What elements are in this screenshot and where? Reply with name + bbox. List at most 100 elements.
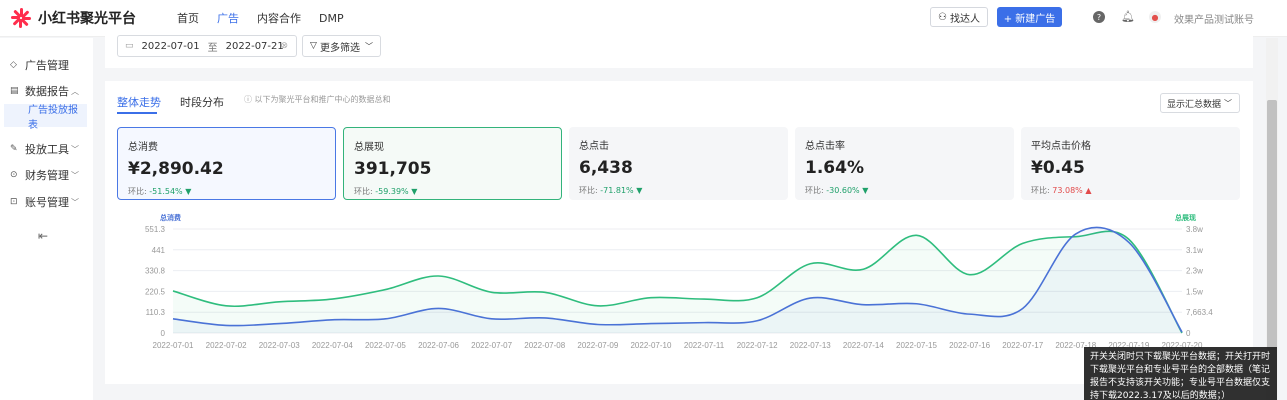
x-tick-label: 2022-07-17	[1002, 341, 1043, 350]
chevron-up-icon: ︿	[71, 86, 79, 96]
find-talent-label: 找达人	[949, 13, 980, 25]
sidebar-item-data-report[interactable]: ▤ 数据报告 ︿	[10, 83, 85, 99]
chevron-down-icon: ﹀	[71, 197, 79, 207]
more-filters-label: 更多筛选	[319, 42, 360, 54]
metric-card-impressions[interactable]: 总展现 391,705 环比: -59.39% ▼	[343, 127, 562, 200]
logo-mark-icon	[10, 7, 32, 29]
account-icon: ⊡	[10, 197, 18, 207]
bell-icon[interactable]: 🔔︎	[1121, 10, 1135, 23]
sidebar-item-label: 广告管理	[25, 59, 69, 72]
left-axis-title: 总消费	[160, 213, 181, 222]
tool-icon: ✎	[10, 144, 18, 154]
sidebar-item-finance[interactable]: ⊙ 财务管理 ﹀	[10, 167, 85, 183]
finance-icon: ⊙	[10, 170, 18, 180]
y-left-tick-label: 441	[152, 246, 166, 255]
x-tick-label: 2022-07-03	[259, 341, 300, 350]
date-separator: 至	[207, 42, 218, 54]
x-tick-label: 2022-07-07	[471, 341, 512, 350]
metric-value: 1.64%	[805, 158, 864, 178]
down-arrow-icon: ▼	[411, 187, 418, 196]
metric-label: 总展现	[354, 142, 384, 153]
metric-label: 总消费	[128, 142, 158, 153]
chevron-down-icon: ﹀	[364, 41, 373, 51]
sidebar-item-label: 账号管理	[25, 196, 69, 209]
collapse-sidebar-icon[interactable]: ⇤	[38, 229, 49, 243]
nav-ads[interactable]: 广告	[217, 12, 239, 25]
info-hint-text: 以下为聚光平台和推广中心的数据总和	[254, 95, 391, 104]
x-tick-label: 2022-07-08	[524, 341, 565, 350]
find-talent-button[interactable]: ⚇ 找达人	[930, 7, 988, 27]
scrollbar-thumb[interactable]	[1267, 100, 1277, 350]
tab-active-indicator	[117, 112, 157, 114]
metric-card-spend[interactable]: 总消费 ¥2,890.42 环比: -51.54% ▼	[117, 127, 336, 200]
metric-compare: 环比: -30.60% ▼	[805, 186, 869, 195]
sidebar-item-label: 财务管理	[25, 169, 69, 182]
up-arrow-icon: ▲	[1085, 186, 1092, 195]
date-end: 2022-07-21	[225, 40, 284, 52]
sidebar-item-ad-manage[interactable]: ◇ 广告管理	[10, 57, 85, 73]
metric-value: ¥0.45	[1031, 158, 1085, 178]
tab-overall[interactable]: 整体走势	[117, 96, 161, 109]
y-left-tick-label: 551.3	[145, 225, 166, 234]
y-right-tick-label: 1.5w	[1186, 287, 1203, 296]
series-line-spend	[172, 226, 1183, 333]
date-range-picker[interactable]: ▭ 2022-07-01 至 2022-07-21 ⊗	[117, 35, 297, 57]
report-panel: 整体走势 时段分布 ⓘ 以下为聚光平台和推广中心的数据总和 显示汇总数据 ﹀ 总…	[105, 81, 1253, 384]
nav-home[interactable]: 首页	[177, 12, 199, 25]
new-ad-button[interactable]: + 新建广告	[997, 7, 1062, 27]
main-nav: 首页 广告 内容合作 DMP	[177, 10, 362, 26]
more-filters-button[interactable]: ▽ 更多筛选 ﹀	[302, 35, 381, 57]
metric-value: ¥2,890.42	[128, 159, 224, 179]
info-icon: ⓘ	[244, 95, 255, 104]
clear-icon[interactable]: ⊗	[280, 41, 288, 51]
app-title: 小红书聚光平台	[38, 11, 136, 27]
metric-compare: 环比: 73.08% ▲	[1031, 186, 1092, 195]
date-start: 2022-07-01	[141, 40, 200, 52]
x-tick-label: 2022-07-19	[1108, 341, 1149, 350]
chevron-down-icon: ﹀	[71, 144, 79, 154]
metric-compare: 环比: -71.81% ▼	[579, 186, 643, 195]
y-left-tick-label: 0	[161, 329, 166, 338]
metric-card-cpc[interactable]: 平均点击价格 ¥0.45 环比: 73.08% ▲	[1021, 127, 1240, 200]
sidebar: ◇ 广告管理 ▤ 数据报告 ︿ 广告投放报表 ✎ 投放工具 ﹀ ⊙ 财务管理 ﹀…	[0, 38, 93, 400]
y-right-tick-label: 3.8w	[1186, 225, 1203, 234]
metric-card-clicks[interactable]: 总点击 6,438 环比: -71.81% ▼	[569, 127, 788, 200]
account-name[interactable]: 效果产品测试账号	[1174, 15, 1254, 26]
tab-period[interactable]: 时段分布	[180, 96, 224, 109]
help-icon[interactable]: ?	[1093, 11, 1105, 23]
x-tick-label: 2022-07-01	[153, 341, 194, 350]
x-tick-label: 2022-07-10	[630, 341, 671, 350]
summary-select[interactable]: 显示汇总数据 ﹀	[1160, 93, 1240, 113]
report-icon: ▤	[10, 86, 19, 96]
right-axis-title: 总展现	[1175, 213, 1196, 222]
sidebar-item-account[interactable]: ⊡ 账号管理 ﹀	[10, 194, 85, 210]
tag-icon: ◇	[10, 60, 17, 70]
app-logo[interactable]: 小红书聚光平台	[10, 7, 160, 29]
x-tick-label: 2022-07-13	[790, 341, 831, 350]
calendar-icon: ▭	[125, 41, 134, 51]
x-tick-label: 2022-07-11	[684, 341, 725, 350]
filter-bar: ▭ 2022-07-01 至 2022-07-21 ⊗ ▽ 更多筛选 ﹀	[105, 30, 1253, 68]
x-tick-label: 2022-07-20	[1162, 341, 1203, 350]
sidebar-subitem-ad-report[interactable]: 广告投放报表	[4, 104, 87, 131]
sidebar-item-tools[interactable]: ✎ 投放工具 ﹀	[10, 141, 85, 157]
metric-card-ctr[interactable]: 总点击率 1.64% 环比: -30.60% ▼	[795, 127, 1014, 200]
x-tick-label: 2022-07-18	[1055, 341, 1096, 350]
down-arrow-icon: ▼	[636, 186, 643, 195]
x-tick-label: 2022-07-06	[418, 341, 459, 350]
y-right-tick-label: 7,663.4	[1186, 308, 1213, 317]
sidebar-item-label: 投放工具	[25, 143, 69, 156]
x-tick-label: 2022-07-05	[365, 341, 406, 350]
x-tick-label: 2022-07-16	[949, 341, 990, 350]
x-tick-label: 2022-07-15	[896, 341, 937, 350]
series-line-impressions	[172, 230, 1183, 334]
y-left-tick-label: 110.3	[146, 308, 166, 317]
nav-content[interactable]: 内容合作	[257, 12, 301, 25]
nav-dmp[interactable]: DMP	[319, 11, 344, 25]
metric-value: 6,438	[579, 158, 633, 178]
account-avatar-icon[interactable]: ●	[1149, 11, 1161, 23]
x-tick-label: 2022-07-09	[577, 341, 618, 350]
sidebar-item-label: 数据报告	[25, 85, 69, 98]
metric-compare: 环比: -51.54% ▼	[128, 187, 192, 196]
x-tick-label: 2022-07-12	[737, 341, 778, 350]
